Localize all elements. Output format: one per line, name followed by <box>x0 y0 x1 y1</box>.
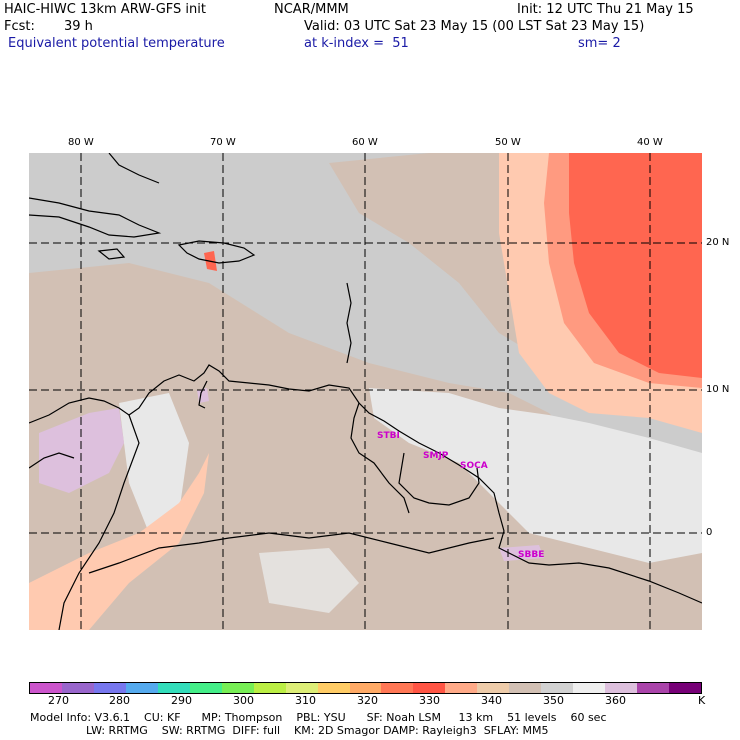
colorbar-swatch <box>157 683 190 693</box>
model-info-line2: LW: RRTMG SW: RRTMG DIFF: full KM: 2D Sm… <box>86 724 549 737</box>
lat-label-0: 0 <box>706 527 713 538</box>
station-label-sbbe: SBBE <box>518 550 545 560</box>
lat-label-10n: 10 N <box>706 384 730 395</box>
lon-label-70w: 70 W <box>210 137 236 148</box>
valid-time: Valid: 03 UTC Sat 23 May 15 (00 LST Sat … <box>304 19 645 34</box>
grid-lines <box>29 153 702 630</box>
light-gray-inland <box>119 393 189 533</box>
coastlines <box>29 153 702 630</box>
lon-label-60w: 60 W <box>352 137 378 148</box>
colorbar-swatch <box>381 683 414 693</box>
level-label: at k-index = 51 <box>304 36 409 51</box>
colorbar-swatch <box>445 683 478 693</box>
fcst-value: 39 h <box>64 19 93 34</box>
colorbar-swatch <box>541 683 574 693</box>
lavender-panama <box>39 408 124 493</box>
colorbar-swatch <box>30 683 62 693</box>
colorbar-swatch <box>669 683 702 693</box>
colorbar-swatch <box>605 683 638 693</box>
colorbar-label-270: 270 <box>48 694 69 707</box>
colorbar-label-360: 360 <box>605 694 626 707</box>
smoothing-label: sm= 2 <box>578 36 621 51</box>
light-gray-band <box>369 388 702 563</box>
colorbar-label-310: 310 <box>295 694 316 707</box>
colorbar-label-280: 280 <box>109 694 130 707</box>
colorbar-label-330: 330 <box>419 694 440 707</box>
colorbar-swatch <box>253 683 286 693</box>
colorbar-swatch <box>125 683 158 693</box>
colorbar-unit: K <box>698 694 706 707</box>
colorbar-swatch <box>189 683 222 693</box>
org-label: NCAR/MMM <box>274 2 349 17</box>
station-label-smjp: SMJP <box>423 451 449 461</box>
lon-label-40w: 40 W <box>637 137 663 148</box>
station-label-soca: SOCA <box>460 461 488 471</box>
colorbar-swatch <box>221 683 254 693</box>
colorbar-label-350: 350 <box>543 694 564 707</box>
lat-label-20n: 20 N <box>706 237 730 248</box>
colorbar-swatch <box>637 683 670 693</box>
lon-label-50w: 50 W <box>495 137 521 148</box>
init-time: Init: 12 UTC Thu 21 May 15 <box>517 2 694 17</box>
colorbar <box>29 682 702 694</box>
colorbar-swatch <box>509 683 542 693</box>
theta-e-map[interactable] <box>29 153 702 630</box>
lavender-sbbe <box>499 545 544 561</box>
field-name: Equivalent potential temperature <box>8 36 225 51</box>
station-label-stbi: STBI <box>377 431 400 441</box>
colorbar-swatch <box>93 683 126 693</box>
model-title: HAIC-HIWC 13km ARW-GFS init <box>4 2 206 17</box>
colorbar-swatch <box>477 683 510 693</box>
light-gray-patch <box>259 548 359 613</box>
peach-coast <box>29 453 209 630</box>
colorbar-swatch <box>317 683 350 693</box>
map-panel[interactable] <box>29 153 702 630</box>
colorbar-swatch <box>573 683 606 693</box>
colorbar-label-290: 290 <box>171 694 192 707</box>
colorbar-swatch <box>61 683 94 693</box>
fcst-label: Fcst: <box>4 19 35 34</box>
colorbar-swatch <box>349 683 382 693</box>
colorbar-swatch <box>285 683 318 693</box>
lon-label-80w: 80 W <box>68 137 94 148</box>
model-info-line1: Model Info: V3.6.1 CU: KF MP: Thompson P… <box>30 711 607 724</box>
colorbar-swatch <box>413 683 446 693</box>
colorbar-label-320: 320 <box>357 694 378 707</box>
red-region <box>569 153 702 378</box>
colorbar-label-340: 340 <box>481 694 502 707</box>
colorbar-label-300: 300 <box>233 694 254 707</box>
